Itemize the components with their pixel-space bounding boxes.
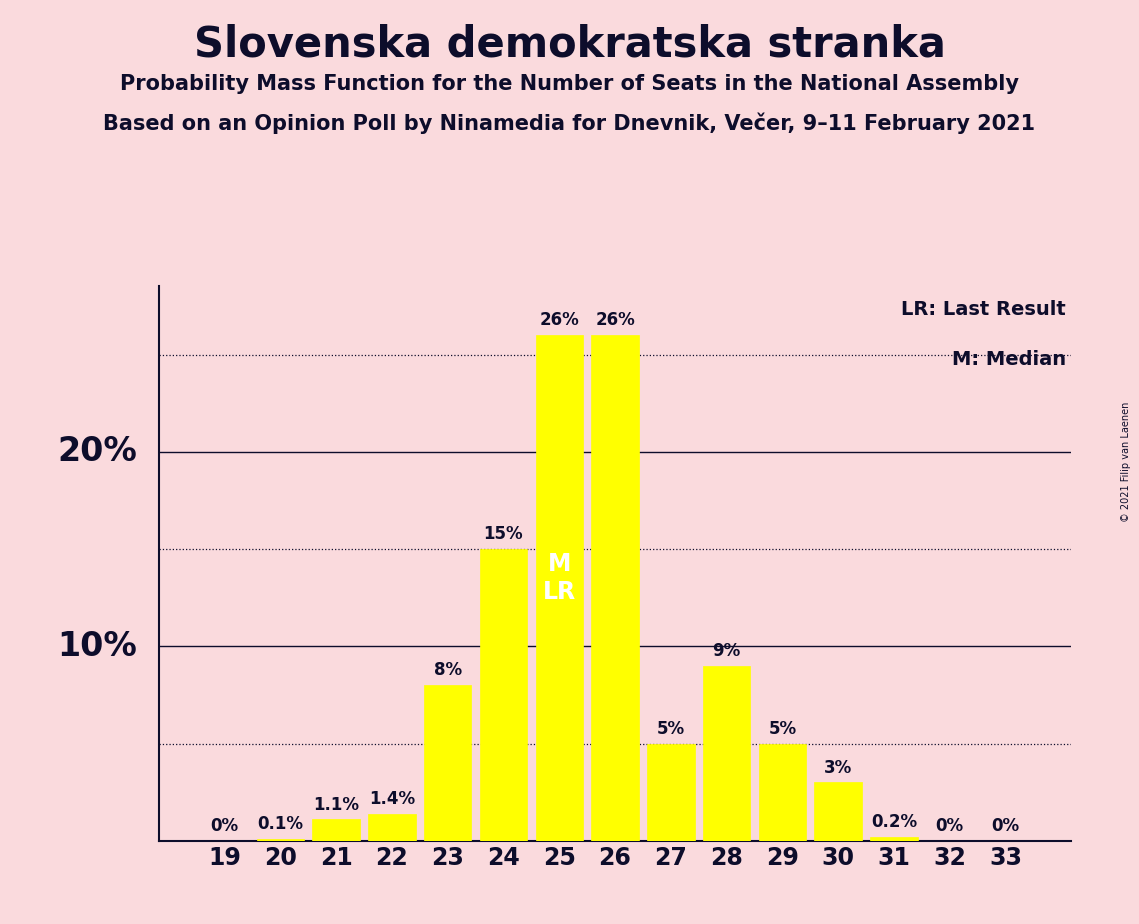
Text: 8%: 8% xyxy=(434,662,461,679)
Bar xyxy=(814,783,862,841)
Text: 3%: 3% xyxy=(823,759,852,777)
Text: M
LR: M LR xyxy=(542,552,576,603)
Text: 5%: 5% xyxy=(769,720,796,737)
Bar xyxy=(256,839,304,841)
Text: Based on an Opinion Poll by Ninamedia for Dnevnik, Večer, 9–11 February 2021: Based on an Opinion Poll by Ninamedia fo… xyxy=(104,113,1035,134)
Text: © 2021 Filip van Laenen: © 2021 Filip van Laenen xyxy=(1121,402,1131,522)
Text: M: Median: M: Median xyxy=(952,350,1066,370)
Bar xyxy=(480,549,527,841)
Bar xyxy=(703,666,751,841)
Text: 0%: 0% xyxy=(991,817,1019,835)
Text: 0.2%: 0.2% xyxy=(871,813,917,831)
Text: 0.1%: 0.1% xyxy=(257,815,303,833)
Text: Probability Mass Function for the Number of Seats in the National Assembly: Probability Mass Function for the Number… xyxy=(120,74,1019,94)
Text: Slovenska demokratska stranka: Slovenska demokratska stranka xyxy=(194,23,945,65)
Bar xyxy=(424,686,472,841)
Bar xyxy=(870,837,918,841)
Text: 26%: 26% xyxy=(596,311,634,329)
Bar xyxy=(759,744,806,841)
Text: 1.1%: 1.1% xyxy=(313,796,359,814)
Text: 0%: 0% xyxy=(211,817,239,835)
Text: 5%: 5% xyxy=(657,720,685,737)
Text: 20%: 20% xyxy=(57,435,137,468)
Bar xyxy=(591,335,639,841)
Bar xyxy=(368,814,416,841)
Text: 1.4%: 1.4% xyxy=(369,790,415,808)
Bar xyxy=(647,744,695,841)
Text: 10%: 10% xyxy=(57,630,137,663)
Text: LR: Last Result: LR: Last Result xyxy=(901,300,1066,320)
Text: 15%: 15% xyxy=(484,525,523,543)
Bar xyxy=(312,820,360,841)
Text: 0%: 0% xyxy=(936,817,964,835)
Text: 26%: 26% xyxy=(540,311,579,329)
Bar xyxy=(535,335,583,841)
Text: 9%: 9% xyxy=(713,642,740,660)
